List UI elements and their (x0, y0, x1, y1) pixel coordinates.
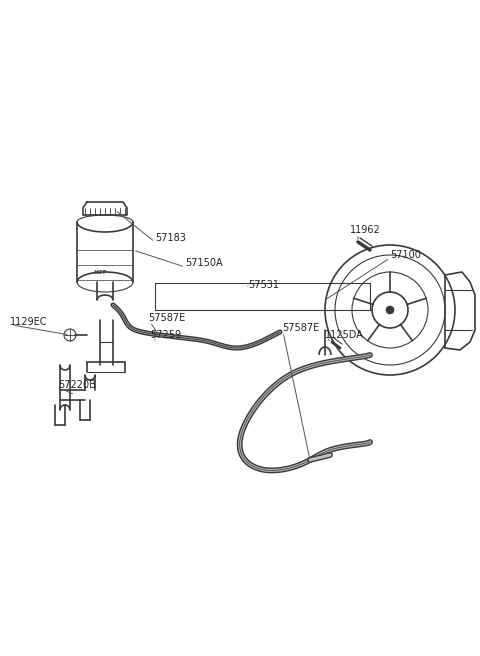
Text: 1129EC: 1129EC (10, 317, 48, 327)
Text: 1125DA: 1125DA (325, 330, 364, 340)
Text: 11962: 11962 (350, 225, 381, 235)
Text: 57587E: 57587E (148, 313, 185, 323)
Text: 57150A: 57150A (185, 258, 223, 268)
Text: 57587E: 57587E (282, 323, 319, 333)
Circle shape (386, 306, 394, 314)
Text: 57183: 57183 (155, 233, 186, 243)
Text: 57220B: 57220B (58, 380, 96, 390)
Text: 57100: 57100 (390, 250, 421, 260)
Text: 57531: 57531 (248, 280, 279, 290)
Text: 57259: 57259 (150, 330, 181, 340)
Text: HOT: HOT (94, 270, 107, 274)
